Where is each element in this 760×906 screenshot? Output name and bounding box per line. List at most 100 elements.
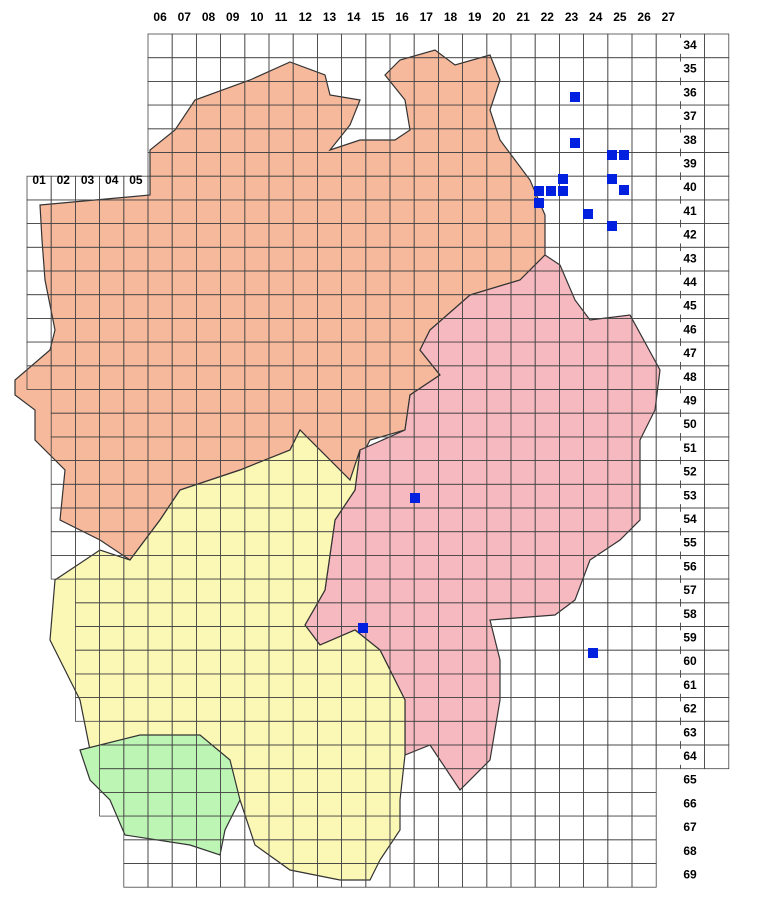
- grid-cell: [583, 768, 609, 793]
- grid-cell: [704, 365, 730, 390]
- column-label: 26: [637, 10, 651, 24]
- grid-cell: [583, 294, 609, 319]
- grid-cell: [559, 104, 585, 130]
- column-label: 01: [32, 173, 46, 187]
- grid-cell: [607, 697, 633, 722]
- grid-cell: [413, 815, 439, 841]
- record-square: [619, 150, 629, 160]
- row-label-bg: [678, 156, 702, 173]
- grid-cell: [534, 81, 560, 106]
- grid-cell: [607, 792, 633, 817]
- row-label: 58: [683, 607, 697, 621]
- grid-cell: [607, 673, 633, 699]
- column-label: 06: [153, 10, 167, 24]
- grid-cell: [631, 33, 657, 59]
- row-label-bg: [678, 251, 702, 268]
- column-label: 09: [226, 10, 240, 24]
- grid-cell: [510, 626, 536, 651]
- grid-cell: [220, 33, 246, 59]
- record-square: [546, 186, 556, 196]
- grid-cell: [583, 104, 609, 130]
- column-label: 11: [275, 10, 288, 24]
- row-label-bg: [678, 180, 702, 197]
- grid-cell: [413, 863, 439, 888]
- grid-cell: [583, 744, 609, 770]
- column-label: 16: [395, 10, 409, 24]
- grid-cell: [534, 626, 560, 651]
- record-square: [583, 209, 593, 219]
- row-label: 60: [683, 654, 697, 668]
- grid-cell: [607, 81, 633, 106]
- grid-cell: [583, 270, 609, 296]
- grid-cell: [655, 578, 681, 604]
- grid-cell: [704, 412, 730, 438]
- grid-cell: [607, 863, 633, 888]
- grid-cell: [655, 673, 681, 699]
- grid-cell: [583, 57, 609, 82]
- record-square: [410, 493, 420, 503]
- record-square: [607, 174, 617, 184]
- row-label-bg: [678, 677, 702, 694]
- grid-cell: [510, 57, 536, 82]
- column-label: 12: [299, 10, 313, 24]
- grid-cell: [171, 81, 197, 106]
- record-square: [558, 186, 568, 196]
- row-label-bg: [678, 85, 702, 102]
- row-label: 57: [683, 583, 697, 597]
- row-label: 48: [683, 370, 697, 384]
- grid-cell: [704, 507, 730, 533]
- grid-cell: [655, 720, 681, 746]
- row-label: 34: [683, 38, 697, 52]
- grid-cell: [171, 57, 197, 82]
- row-label: 62: [683, 702, 697, 716]
- row-label-bg: [678, 654, 702, 671]
- grid-cell: [583, 152, 609, 177]
- grid-cell: [607, 104, 633, 130]
- grid-cell: [534, 152, 560, 177]
- row-label-bg: [678, 748, 702, 765]
- record-square: [534, 198, 544, 208]
- row-label: 54: [683, 512, 697, 526]
- row-label-bg: [678, 61, 702, 78]
- grid-cell: [704, 697, 730, 722]
- row-label-bg: [678, 345, 702, 362]
- grid-cell: [534, 128, 560, 153]
- row-label-bg: [678, 298, 702, 315]
- grid-cell: [655, 33, 681, 59]
- row-label: 68: [683, 844, 697, 858]
- grid-cell: [147, 839, 173, 864]
- grid-cell: [631, 223, 657, 248]
- grid-cell: [583, 626, 609, 651]
- record-square: [534, 186, 544, 196]
- column-label: 18: [444, 10, 458, 24]
- grid-cell: [26, 317, 52, 343]
- grid-cell: [510, 720, 536, 746]
- grid-cell: [704, 152, 730, 177]
- grid-cell: [655, 483, 681, 509]
- grid-cell: [583, 81, 609, 106]
- grid-cell: [655, 317, 681, 343]
- column-label: 04: [105, 173, 119, 187]
- grid-cell: [704, 128, 730, 153]
- grid-cell: [195, 33, 221, 59]
- column-label: 07: [178, 10, 192, 24]
- grid-cell: [607, 744, 633, 770]
- column-label: 25: [613, 10, 627, 24]
- column-label: 21: [516, 10, 530, 24]
- column-label: 14: [347, 10, 361, 24]
- grid-cell: [437, 33, 463, 59]
- grid-cell: [413, 768, 439, 793]
- row-label-bg: [678, 725, 702, 742]
- grid-cell: [389, 863, 415, 888]
- grid-cell: [486, 33, 512, 59]
- row-label: 51: [683, 441, 697, 455]
- row-label-bg: [678, 203, 702, 220]
- row-label-bg: [678, 464, 702, 481]
- grid-cell: [704, 649, 730, 675]
- grid-cell: [534, 104, 560, 130]
- grid-cell: [631, 57, 657, 82]
- grid-cell: [26, 294, 52, 319]
- grid-cell: [510, 768, 536, 793]
- row-label-bg: [678, 369, 702, 386]
